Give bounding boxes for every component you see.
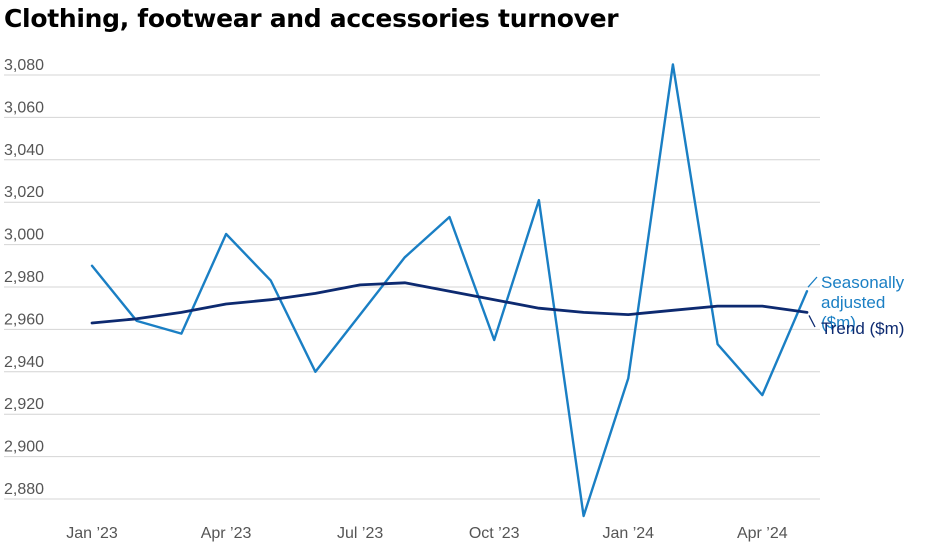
y-tick-label: 2,880 [4,481,44,498]
y-tick-label: 3,080 [4,57,44,74]
x-tick-label: Jul ’23 [337,525,383,542]
chart-title: Clothing, footwear and accessories turno… [4,4,619,33]
trend-line [90,281,809,325]
x-tick-label: Jan ’23 [66,525,118,542]
y-tick-label: 3,060 [4,99,44,116]
legend-trend: Trend ($m) [821,319,904,338]
legend-seasonally-adjusted: adjusted [821,293,885,312]
y-tick-label: 2,940 [4,354,44,371]
sa-legend-leader [807,276,818,288]
x-tick-label: Jan ’24 [602,525,654,542]
y-tick-label: 3,040 [4,142,44,159]
x-tick-label: Oct ’23 [469,525,520,542]
y-tick-label: 2,980 [4,269,44,286]
x-tick-label: Apr ’23 [201,525,252,542]
trend-legend-leader [808,315,816,328]
y-tick-label: 2,960 [4,311,44,328]
y-tick-label: 3,020 [4,184,44,201]
y-tick-label: 3,000 [4,227,44,244]
legend-seasonally-adjusted: Seasonally [821,273,905,292]
x-tick-label: Apr ’24 [737,525,788,542]
legend-seasonally-adjusted: ($m) [821,313,856,332]
y-tick-label: 2,900 [4,439,44,456]
y-tick-label: 2,920 [4,396,44,413]
seasonally-adjusted-line [90,63,809,518]
